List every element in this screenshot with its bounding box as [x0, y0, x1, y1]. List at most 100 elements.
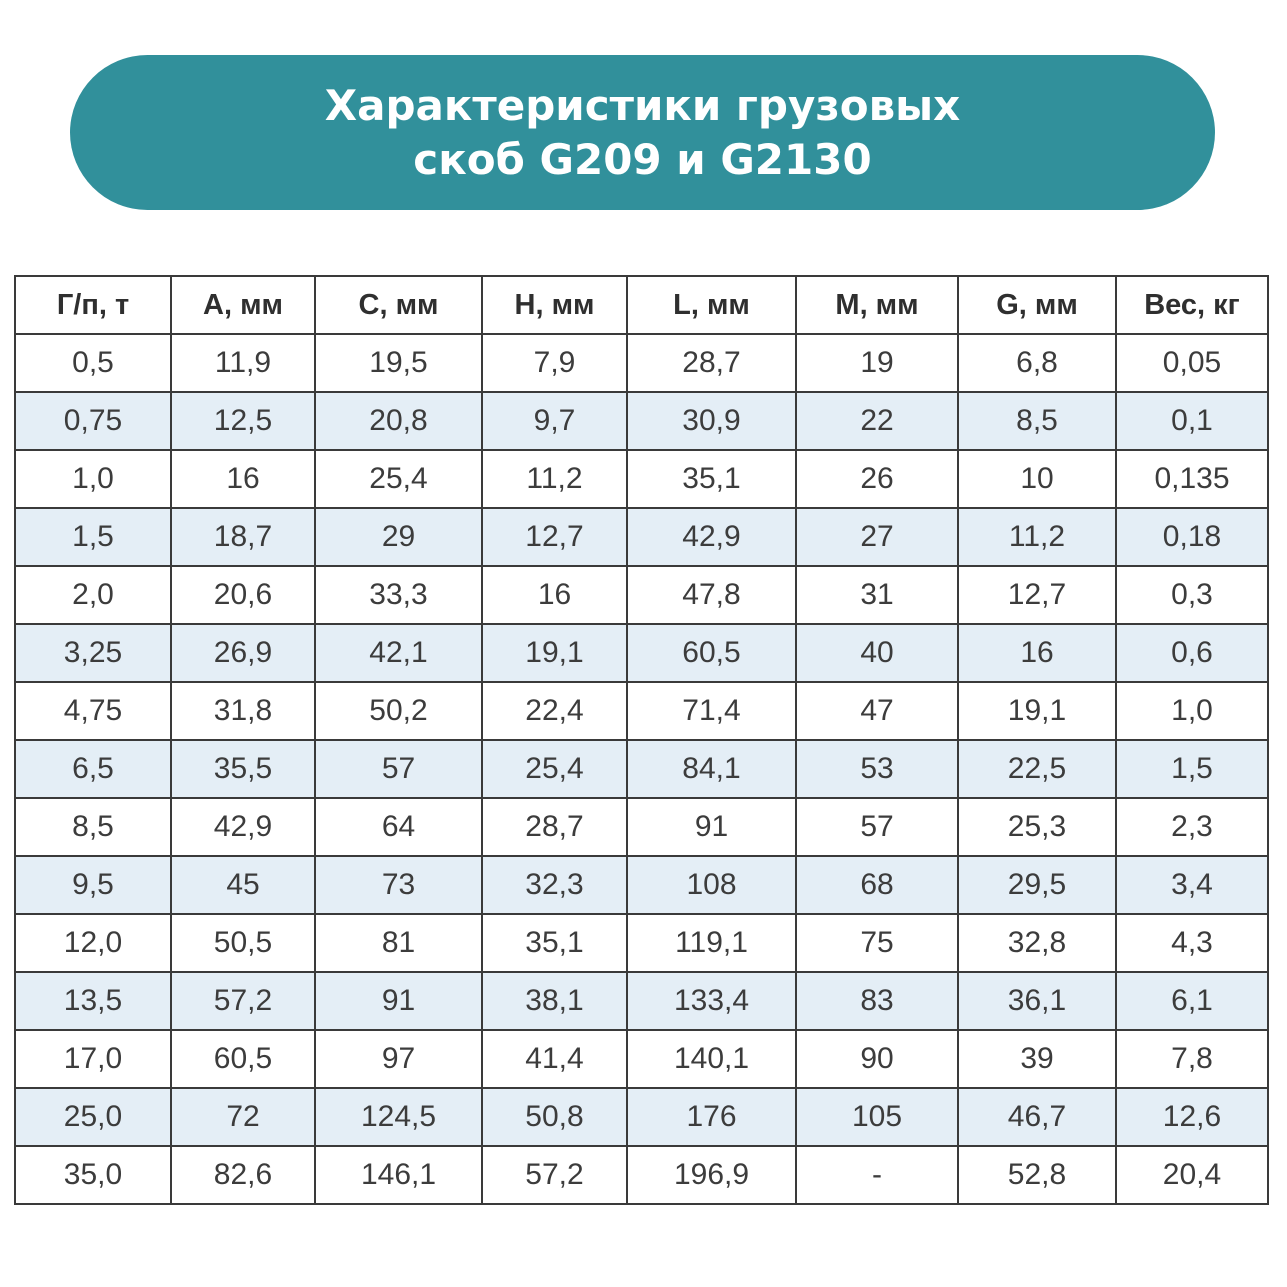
table-cell: 83	[795, 971, 959, 1031]
table-row: 13,5 57,2 91 38,1 133,4 83 36,1 6,1	[14, 971, 1269, 1031]
table-cell: 36,1	[957, 971, 1117, 1031]
table-cell: 31	[795, 565, 959, 625]
table-cell: 46,7	[957, 1087, 1117, 1147]
table-cell: 19,1	[481, 623, 628, 683]
table-cell: 1,0	[14, 449, 172, 509]
table-cell: 4,3	[1115, 913, 1269, 973]
table-cell: 25,4	[481, 739, 628, 799]
table-cell: 50,2	[314, 681, 483, 741]
table-cell: 31,8	[170, 681, 316, 741]
column-header: Вес, кг	[1115, 275, 1269, 335]
table-cell: 176	[626, 1087, 797, 1147]
table-cell: 64	[314, 797, 483, 857]
table-cell: 0,1	[1115, 391, 1269, 451]
table-cell: 196,9	[626, 1145, 797, 1205]
table-cell: 2,0	[14, 565, 172, 625]
table-cell: 57	[795, 797, 959, 857]
table-cell: 0,18	[1115, 507, 1269, 567]
table-cell: 12,0	[14, 913, 172, 973]
table-cell: 0,3	[1115, 565, 1269, 625]
table-cell: 35,5	[170, 739, 316, 799]
spec-table: Г/п, т А, мм С, мм Н, мм L, мм М, мм G, мм Вес,…	[14, 275, 1269, 1205]
table-cell: 26,9	[170, 623, 316, 683]
table-cell: 1,5	[14, 507, 172, 567]
table-cell: 25,0	[14, 1087, 172, 1147]
table-cell: 35,1	[481, 913, 628, 973]
column-header: Г/п, т	[14, 275, 172, 335]
table-row: 1,0 16 25,4 11,2 35,1 26 10 0,135	[14, 449, 1269, 509]
table-cell: 11,2	[957, 507, 1117, 567]
table-cell: 9,7	[481, 391, 628, 451]
table-cell: -	[795, 1145, 959, 1205]
table-cell: 22,5	[957, 739, 1117, 799]
table-row: 4,75 31,8 50,2 22,4 71,4 47 19,1 1,0	[14, 681, 1269, 741]
title-banner: Характеристики грузовых скоб G209 и G213…	[70, 55, 1215, 210]
table-cell: 9,5	[14, 855, 172, 915]
table-row: 2,0 20,6 33,3 16 47,8 31 12,7 0,3	[14, 565, 1269, 625]
table-cell: 45	[170, 855, 316, 915]
table-cell: 146,1	[314, 1145, 483, 1205]
table-cell: 68	[795, 855, 959, 915]
table-cell: 42,9	[170, 797, 316, 857]
table-cell: 12,6	[1115, 1087, 1269, 1147]
table-cell: 32,8	[957, 913, 1117, 973]
table-cell: 71,4	[626, 681, 797, 741]
table-cell: 28,7	[626, 333, 797, 393]
table-cell: 6,1	[1115, 971, 1269, 1031]
table-cell: 26	[795, 449, 959, 509]
table-cell: 42,9	[626, 507, 797, 567]
table-cell: 22,4	[481, 681, 628, 741]
table-cell: 90	[795, 1029, 959, 1089]
table-cell: 12,5	[170, 391, 316, 451]
table-cell: 20,6	[170, 565, 316, 625]
table-cell: 47,8	[626, 565, 797, 625]
table-cell: 19,5	[314, 333, 483, 393]
table-cell: 82,6	[170, 1145, 316, 1205]
table-cell: 13,5	[14, 971, 172, 1031]
table-row: 12,0 50,5 81 35,1 119,1 75 32,8 4,3	[14, 913, 1269, 973]
table-cell: 0,05	[1115, 333, 1269, 393]
table-cell: 133,4	[626, 971, 797, 1031]
table-cell: 84,1	[626, 739, 797, 799]
column-header: G, мм	[957, 275, 1117, 335]
table-cell: 6,8	[957, 333, 1117, 393]
table-cell: 11,9	[170, 333, 316, 393]
table-cell: 19,1	[957, 681, 1117, 741]
table-body: 0,5 11,9 19,5 7,9 28,7 19 6,8 0,05 0,75 12,5 20,8 9…	[14, 333, 1269, 1205]
table-cell: 30,9	[626, 391, 797, 451]
table-cell: 52,8	[957, 1145, 1117, 1205]
column-header: М, мм	[795, 275, 959, 335]
table-cell: 29,5	[957, 855, 1117, 915]
table-cell: 35,1	[626, 449, 797, 509]
column-header: А, мм	[170, 275, 316, 335]
table-cell: 16	[170, 449, 316, 509]
table-row: 25,0 72 124,5 50,8 176 105 46,7 12,6	[14, 1087, 1269, 1147]
table-cell: 32,3	[481, 855, 628, 915]
table-cell: 10	[957, 449, 1117, 509]
table-cell: 39	[957, 1029, 1117, 1089]
table-row: 6,5 35,5 57 25,4 84,1 53 22,5 1,5	[14, 739, 1269, 799]
table-cell: 22	[795, 391, 959, 451]
table-cell: 18,7	[170, 507, 316, 567]
table-cell: 1,5	[1115, 739, 1269, 799]
column-header: С, мм	[314, 275, 483, 335]
table-cell: 50,5	[170, 913, 316, 973]
table-cell: 42,1	[314, 623, 483, 683]
table-cell: 0,5	[14, 333, 172, 393]
table-cell: 119,1	[626, 913, 797, 973]
table-cell: 1,0	[1115, 681, 1269, 741]
table-cell: 91	[626, 797, 797, 857]
table-cell: 7,8	[1115, 1029, 1269, 1089]
column-header: Н, мм	[481, 275, 628, 335]
table-cell: 35,0	[14, 1145, 172, 1205]
table-cell: 53	[795, 739, 959, 799]
table-cell: 57,2	[170, 971, 316, 1031]
column-header: L, мм	[626, 275, 797, 335]
table-cell: 0,6	[1115, 623, 1269, 683]
table-cell: 38,1	[481, 971, 628, 1031]
table-cell: 29	[314, 507, 483, 567]
table-cell: 73	[314, 855, 483, 915]
table-row: 8,5 42,9 64 28,7 91 57 25,3 2,3	[14, 797, 1269, 857]
table-row: 35,0 82,6 146,1 57,2 196,9-52,8 20,4	[14, 1145, 1269, 1205]
